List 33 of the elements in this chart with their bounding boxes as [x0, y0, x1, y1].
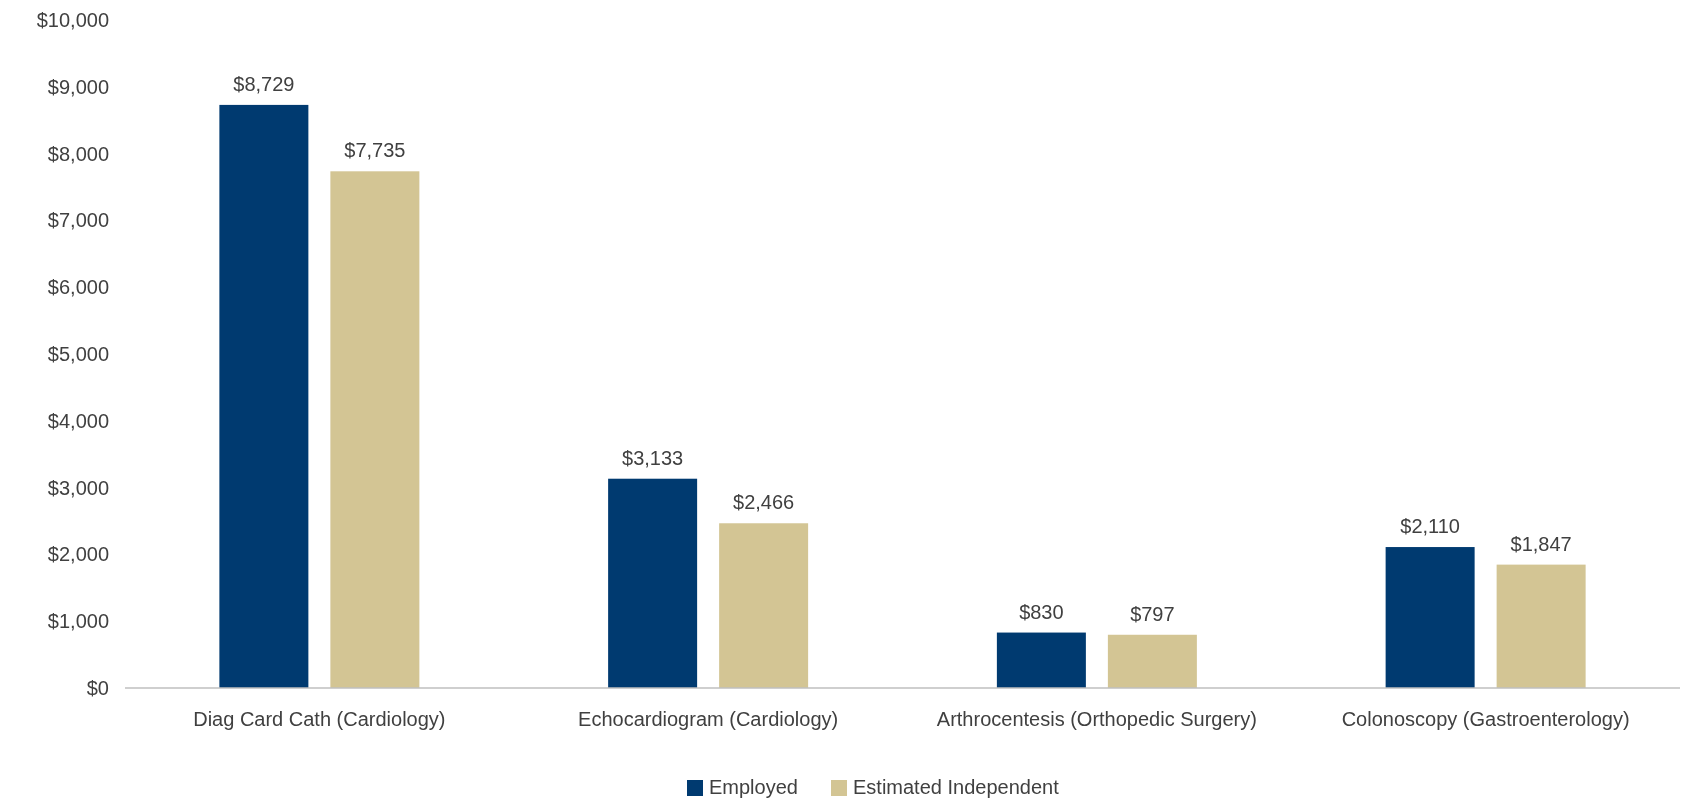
x-tick-label: Echocardiogram (Cardiology): [578, 708, 839, 730]
y-tick-label: $2,000: [47, 543, 109, 566]
bar: [608, 478, 698, 688]
y-tick-label: $4,000: [47, 409, 109, 432]
x-tick-label: Arthrocentesis (Orthopedic Surgery): [936, 708, 1257, 730]
legend-label: Employed: [709, 776, 798, 798]
data-label: $1,847: [1510, 532, 1572, 555]
bar: [1385, 547, 1475, 688]
y-tick-label: $3,000: [47, 476, 109, 499]
bar: [330, 171, 420, 688]
data-label: $2,110: [1400, 515, 1460, 538]
y-tick-label: $5,000: [47, 343, 109, 365]
data-label: $830: [1019, 600, 1064, 623]
y-tick-label: $6,000: [47, 276, 109, 299]
x-tick-label: Colonoscopy (Gastroenterology): [1341, 708, 1630, 730]
bar: [1496, 564, 1586, 688]
x-tick-label: Diag Card Cath (Cardiology): [193, 708, 446, 730]
y-tick-label: $10,000: [36, 9, 109, 31]
data-label: $8,729: [233, 72, 295, 95]
bar: [719, 523, 809, 688]
legend-label: Estimated Independent: [853, 776, 1060, 798]
y-tick-label: $1,000: [47, 610, 109, 633]
data-label: $3,133: [622, 446, 684, 469]
data-label: $797: [1130, 602, 1175, 625]
y-tick-label: $0: [86, 677, 109, 699]
y-tick-label: $8,000: [47, 142, 109, 165]
bar: [219, 104, 309, 688]
data-label: $7,735: [344, 139, 406, 162]
data-label: $2,466: [733, 491, 795, 514]
y-tick-label: $7,000: [47, 209, 109, 232]
y-tick-label: $9,000: [47, 75, 109, 98]
bar: [996, 632, 1086, 688]
bar: [1107, 634, 1197, 688]
